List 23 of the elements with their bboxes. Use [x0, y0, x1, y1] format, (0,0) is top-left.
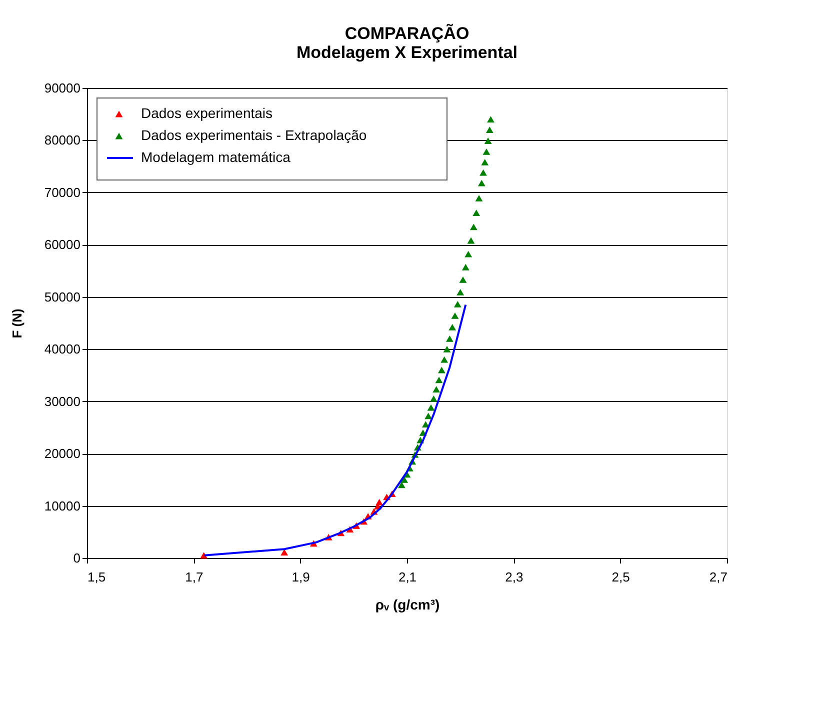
y-tick-label: 90000: [44, 80, 80, 96]
y-tick-label: 30000: [44, 394, 80, 409]
legend-label: Dados experimentais: [141, 105, 273, 121]
x-tick-label: 1,9: [292, 570, 310, 584]
y-tick-label: 40000: [44, 342, 80, 357]
y-tick-label: 80000: [44, 132, 80, 148]
y-tick-label: 20000: [44, 446, 80, 462]
y-axis-title: F (N): [9, 308, 24, 338]
y-tick-label: 0: [73, 550, 80, 566]
legend-label: Dados experimentais - Extrapolação: [141, 127, 367, 143]
x-tick-label: 2,3: [505, 570, 524, 584]
x-tick-label: 2,7: [709, 570, 728, 584]
y-tick-label: 70000: [44, 184, 80, 200]
y-tick-label: 10000: [44, 498, 80, 514]
x-tick-label: 1,7: [185, 570, 204, 584]
legend-label: Modelagem matemática: [141, 149, 291, 165]
x-tick-label: 1,5: [88, 570, 106, 584]
x-axis-title: ρᵥ (g/cm³): [375, 596, 440, 612]
y-tick-label: 50000: [44, 289, 80, 304]
y-tick-label: 60000: [44, 237, 80, 252]
x-tick-label: 2,1: [398, 570, 417, 584]
chart-title: COMPARAÇÃO Modelagem X Experimental: [296, 23, 518, 62]
x-tick-label: 2,5: [612, 570, 630, 584]
